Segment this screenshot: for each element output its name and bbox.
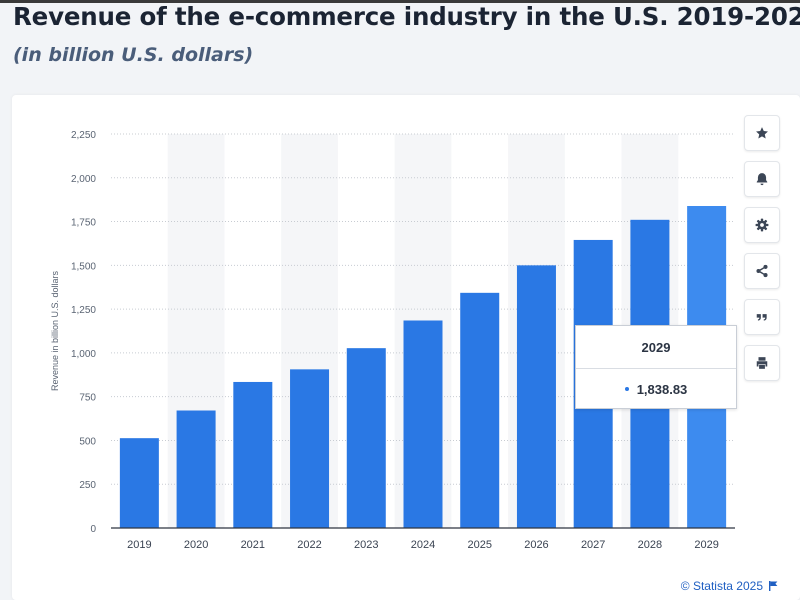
top-strip	[0, 0, 800, 3]
bar[interactable]	[346, 348, 386, 528]
page-title: Revenue of the e-commerce industry in th…	[13, 2, 800, 31]
y-tick-label: 1,000	[71, 349, 96, 360]
page-subtitle: (in billion U.S. dollars)	[13, 44, 254, 66]
favorite-button[interactable]	[744, 115, 780, 151]
y-tick-label: 1,500	[71, 261, 96, 272]
chart-tooltip: 2029 1,838.83	[575, 325, 737, 409]
y-tick-label: 1,250	[71, 305, 96, 316]
bar[interactable]	[119, 438, 159, 528]
flag-icon	[769, 581, 778, 591]
bar[interactable]	[460, 292, 500, 528]
x-tick-label: 2021	[241, 539, 265, 551]
x-tick-label: 2025	[467, 539, 491, 551]
y-tick-label: 1,750	[71, 218, 96, 229]
share-button[interactable]	[744, 253, 780, 289]
bar[interactable]	[233, 381, 273, 528]
x-tick-label: 2027	[581, 539, 605, 551]
quote-icon	[756, 314, 767, 321]
share-icon	[756, 264, 768, 278]
tooltip-category: 2029	[576, 326, 736, 369]
notification-button[interactable]	[744, 161, 780, 197]
bar[interactable]	[176, 410, 216, 528]
side-toolbar	[744, 115, 782, 391]
tooltip-value: 1,838.83	[636, 381, 688, 397]
bell-icon	[756, 173, 768, 186]
series-dot-icon	[624, 387, 629, 391]
tooltip-value-row: 1,838.83	[576, 369, 736, 409]
bar[interactable]	[290, 369, 330, 528]
settings-button[interactable]	[744, 207, 780, 243]
y-tick-label: 750	[79, 393, 96, 404]
x-tick-label: 2023	[354, 539, 378, 551]
cite-button[interactable]	[744, 299, 780, 335]
x-tick-label: 2024	[411, 539, 435, 551]
y-tick-label: 250	[79, 480, 96, 491]
x-tick-label: 2028	[638, 539, 662, 551]
x-tick-label: 2020	[184, 539, 208, 551]
x-tick-label: 2022	[297, 539, 321, 551]
bar[interactable]	[403, 320, 443, 528]
star-icon	[756, 127, 768, 139]
y-tick-label: 2,250	[71, 130, 96, 141]
y-tick-label: 500	[79, 436, 96, 447]
y-axis-title: Revenue in billion U.S. dollars	[50, 270, 60, 391]
print-icon	[756, 357, 768, 369]
gear-icon	[755, 218, 769, 232]
x-tick-label: 2019	[127, 539, 151, 551]
y-tick-label: 2,000	[71, 174, 96, 185]
x-tick-label: 2026	[524, 539, 548, 551]
y-tick-label: 0	[90, 524, 96, 535]
credit-text: © Statista 2025	[680, 579, 763, 593]
statista-credit[interactable]: © Statista 2025	[681, 579, 778, 593]
print-button[interactable]	[744, 345, 780, 381]
x-tick-label: 2029	[694, 539, 718, 551]
bar[interactable]	[516, 265, 556, 528]
